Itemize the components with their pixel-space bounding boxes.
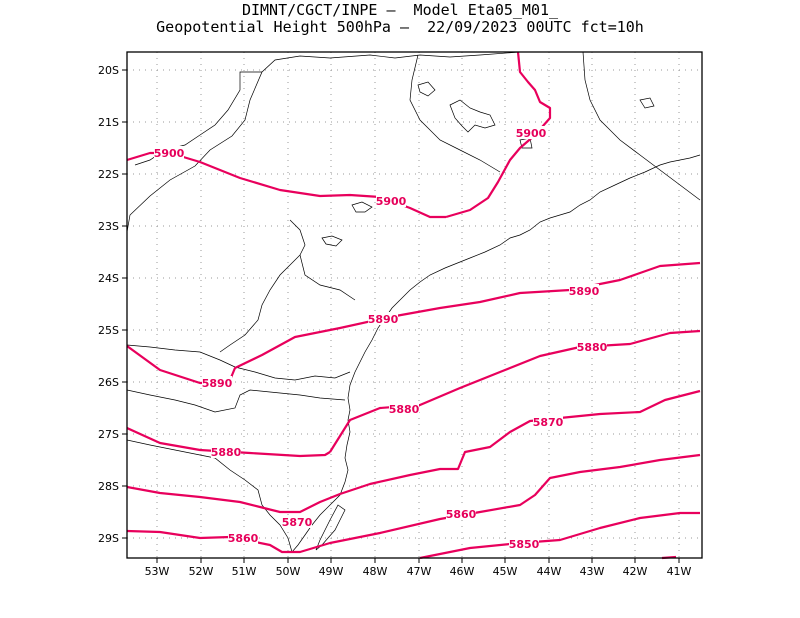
lon-tick-label: 45W	[493, 565, 518, 578]
contour-label: 5850	[509, 538, 540, 551]
contour-label-bg	[368, 312, 398, 325]
contour-label: 5890	[202, 377, 233, 390]
contour-label-bg	[211, 445, 241, 458]
contour-label: 5890	[569, 285, 600, 298]
graticule	[127, 52, 702, 558]
contour-5890-north	[228, 261, 701, 381]
lon-tick-label: 50W	[276, 565, 301, 578]
lon-tick-label: 41W	[667, 565, 692, 578]
plot-frame	[126, 51, 703, 559]
lat-tick-label: 26S	[98, 376, 119, 389]
lon-tick-label: 43W	[580, 565, 605, 578]
lat-tick-label: 22S	[98, 168, 119, 181]
contour-label: 5900	[376, 195, 407, 208]
contour-label: 5860	[228, 532, 259, 545]
contour-label-bg	[202, 376, 232, 389]
lon-tick-label: 49W	[319, 565, 344, 578]
axis-ticks: 53W 52W 51W 50W 49W 48W 47W 46W 45W 44W 43W 42W 41W 2…	[98, 64, 692, 578]
contour-5870	[126, 389, 701, 514]
lon-tick-label: 47W	[407, 565, 432, 578]
map-title: DIMNT/CGCT/INPE – Model Eta05_M01_ Geopo…	[0, 2, 800, 36]
lat-tick-label: 21S	[98, 116, 119, 129]
lat-tick-label: 25S	[98, 324, 119, 337]
contour-label: 5890	[368, 313, 399, 326]
contour-label-bg	[282, 515, 312, 528]
title-line-1: DIMNT/CGCT/INPE – Model Eta05_M01_	[241, 1, 559, 19]
lat-tick-label: 29S	[98, 532, 119, 545]
lat-tick-label: 28S	[98, 480, 119, 493]
contour-label-bg	[569, 284, 599, 297]
geopotential-contours	[126, 51, 701, 560]
contour-label-bg	[516, 126, 546, 139]
lat-tick-label: 20S	[98, 64, 119, 77]
lon-tick-label: 53W	[145, 565, 170, 578]
contour-label-bg	[446, 507, 476, 520]
contour-label: 5870	[282, 516, 313, 529]
coastline-and-borders	[126, 51, 701, 553]
contour-label: 5900	[154, 147, 185, 160]
contour-5880-north	[329, 329, 701, 453]
lon-tick-label: 42W	[623, 565, 648, 578]
contour-label: 5880	[389, 403, 420, 416]
contour-label-bg	[376, 194, 406, 207]
contour-label: 5900	[516, 127, 547, 140]
contour-5860	[126, 453, 701, 554]
contour-label-bg	[577, 340, 607, 353]
contour-label: 5880	[577, 341, 608, 354]
lat-tick-label: 27S	[98, 428, 119, 441]
lon-tick-label: 51W	[232, 565, 257, 578]
contour-label: 5860	[446, 508, 477, 521]
contour-label-bg	[533, 415, 563, 428]
lon-tick-label: 52W	[189, 565, 214, 578]
title-line-2: Geopotential Height 500hPa – 22/09/2023 …	[156, 18, 644, 36]
contour-5880-south	[126, 426, 331, 458]
contour-label: 5880	[211, 446, 242, 459]
lon-tick-label: 48W	[363, 565, 388, 578]
contour-label-bg	[154, 146, 184, 159]
contour-labels: 5900 5900 5900 5890 5890 5890 5880 5880 5880 5870…	[154, 126, 608, 551]
contour-label-bg	[228, 531, 258, 544]
contour-label-bg	[509, 537, 539, 550]
contour-label: 5870	[533, 416, 564, 429]
lon-tick-label: 44W	[537, 565, 562, 578]
contour-5850	[419, 511, 700, 560]
lat-tick-label: 23S	[98, 220, 119, 233]
lat-tick-label: 24S	[98, 272, 119, 285]
lon-tick-label: 46W	[450, 565, 475, 578]
contour-label-bg	[389, 402, 419, 415]
